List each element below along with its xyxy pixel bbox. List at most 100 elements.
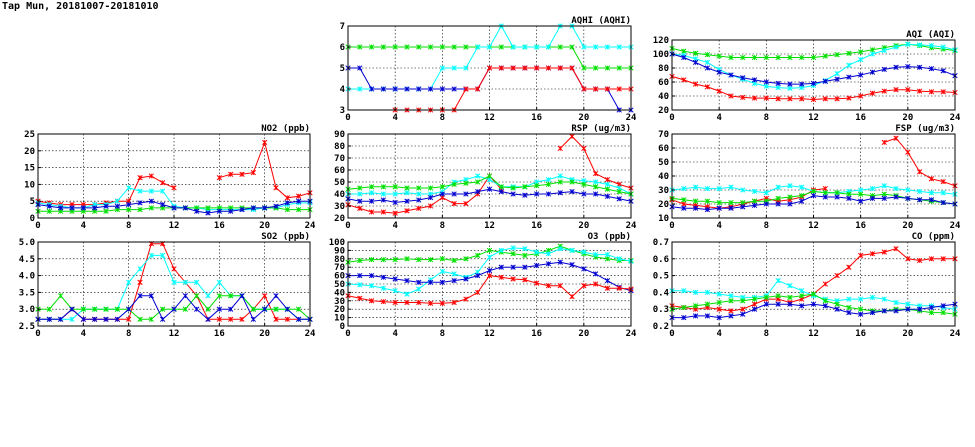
data-point bbox=[916, 197, 923, 203]
data-point bbox=[137, 206, 143, 213]
chart-aqhi-aqhi: 0 4 8 12 16 20 24 3 4 5 6 7 AQHI (AQHI) bbox=[340, 16, 637, 123]
data-point bbox=[704, 65, 711, 71]
chart-title: AQI (AQI) bbox=[906, 30, 955, 40]
x-tick-label: 20 bbox=[902, 329, 913, 339]
data-point bbox=[296, 206, 302, 213]
chart-co-ppm: 0 4 8 12 16 20 24 0.2 0.3 0.4 0.5 0.6 0.7 CO (ppm) bbox=[653, 232, 961, 339]
data-point bbox=[216, 279, 222, 285]
data-point bbox=[799, 96, 805, 102]
data-point bbox=[787, 201, 793, 207]
data-point bbox=[893, 194, 899, 200]
data-point bbox=[380, 86, 387, 92]
y-tick-label: 15 bbox=[24, 164, 35, 174]
data-point bbox=[439, 191, 445, 197]
data-point bbox=[592, 191, 599, 197]
data-point bbox=[357, 272, 363, 279]
data-point bbox=[787, 294, 793, 301]
data-point bbox=[486, 247, 493, 254]
data-point bbox=[498, 247, 504, 254]
data-point bbox=[716, 291, 722, 297]
data-point bbox=[869, 195, 876, 202]
data-point bbox=[928, 66, 935, 72]
data-point bbox=[893, 44, 899, 50]
data-point bbox=[692, 198, 699, 204]
y-tick-label: 25 bbox=[24, 130, 35, 140]
data-point bbox=[126, 185, 132, 191]
x-tick-label: 0 bbox=[345, 113, 350, 123]
data-point bbox=[463, 44, 469, 50]
data-point bbox=[893, 135, 899, 141]
data-point bbox=[137, 188, 143, 194]
data-point bbox=[250, 306, 256, 312]
data-point bbox=[557, 246, 563, 252]
data-point bbox=[616, 196, 622, 202]
x-tick-label: 0 bbox=[669, 113, 674, 123]
data-point bbox=[799, 198, 805, 204]
y-tick-label: 2.5 bbox=[19, 322, 35, 332]
data-point bbox=[486, 65, 493, 71]
data-point bbox=[284, 200, 290, 206]
data-point bbox=[416, 299, 422, 306]
data-point bbox=[787, 283, 793, 289]
data-point bbox=[581, 86, 587, 92]
data-point bbox=[763, 95, 769, 101]
data-point bbox=[834, 96, 840, 102]
data-point bbox=[80, 316, 86, 322]
data-point bbox=[716, 69, 722, 75]
data-point bbox=[451, 200, 457, 207]
data-point bbox=[380, 209, 387, 215]
data-point bbox=[80, 306, 86, 312]
x-tick-label: 16 bbox=[214, 329, 225, 339]
data-point bbox=[763, 54, 769, 61]
chart-no2-ppb: 0 4 8 12 16 20 24 0 5 10 15 20 25 NO2 (ppb) bbox=[24, 124, 316, 231]
data-point bbox=[205, 293, 211, 299]
data-point bbox=[368, 190, 375, 196]
data-point bbox=[239, 316, 245, 322]
chart-aqi-aqi: 0 4 8 12 16 20 24 20 40 60 80 100 120 AQI (AQI) bbox=[653, 30, 961, 123]
data-point bbox=[228, 293, 234, 299]
data-point bbox=[486, 186, 493, 192]
data-point bbox=[498, 65, 504, 71]
data-point bbox=[137, 175, 143, 181]
data-point bbox=[427, 185, 434, 191]
data-point bbox=[463, 180, 469, 186]
data-point bbox=[380, 274, 387, 280]
x-tick-label: 16 bbox=[531, 113, 542, 123]
data-point bbox=[569, 188, 575, 195]
data-point bbox=[681, 54, 687, 61]
data-point bbox=[475, 272, 481, 279]
data-point bbox=[869, 251, 876, 257]
data-point bbox=[451, 65, 457, 71]
data-point bbox=[740, 204, 746, 210]
data-point bbox=[869, 69, 876, 75]
y-tick-label: 5 bbox=[340, 64, 345, 74]
data-point bbox=[822, 53, 828, 59]
y-tick-label: 70 bbox=[334, 154, 345, 164]
data-point bbox=[592, 251, 599, 258]
data-point bbox=[416, 279, 422, 285]
data-point bbox=[692, 205, 699, 211]
y-tick-label: 0.5 bbox=[653, 272, 669, 282]
data-point bbox=[834, 70, 840, 77]
data-point bbox=[534, 280, 540, 286]
data-point bbox=[137, 316, 143, 322]
data-point bbox=[787, 183, 793, 189]
series-red bbox=[669, 73, 958, 103]
data-point bbox=[439, 256, 445, 262]
data-point bbox=[822, 96, 828, 102]
data-point bbox=[893, 299, 899, 306]
data-point bbox=[114, 306, 120, 312]
y-tick-label: 60 bbox=[334, 272, 345, 282]
y-tick-label: 50 bbox=[334, 280, 345, 290]
x-tick-label: 16 bbox=[531, 221, 542, 231]
data-point bbox=[273, 316, 279, 322]
data-point bbox=[569, 293, 575, 300]
data-point bbox=[763, 79, 769, 85]
data-point bbox=[522, 65, 528, 71]
data-point bbox=[92, 316, 98, 322]
x-tick-label: 16 bbox=[214, 221, 225, 231]
x-tick-label: 24 bbox=[626, 113, 637, 123]
data-point bbox=[592, 44, 599, 50]
x-tick-label: 20 bbox=[578, 221, 589, 231]
data-point bbox=[940, 309, 946, 316]
